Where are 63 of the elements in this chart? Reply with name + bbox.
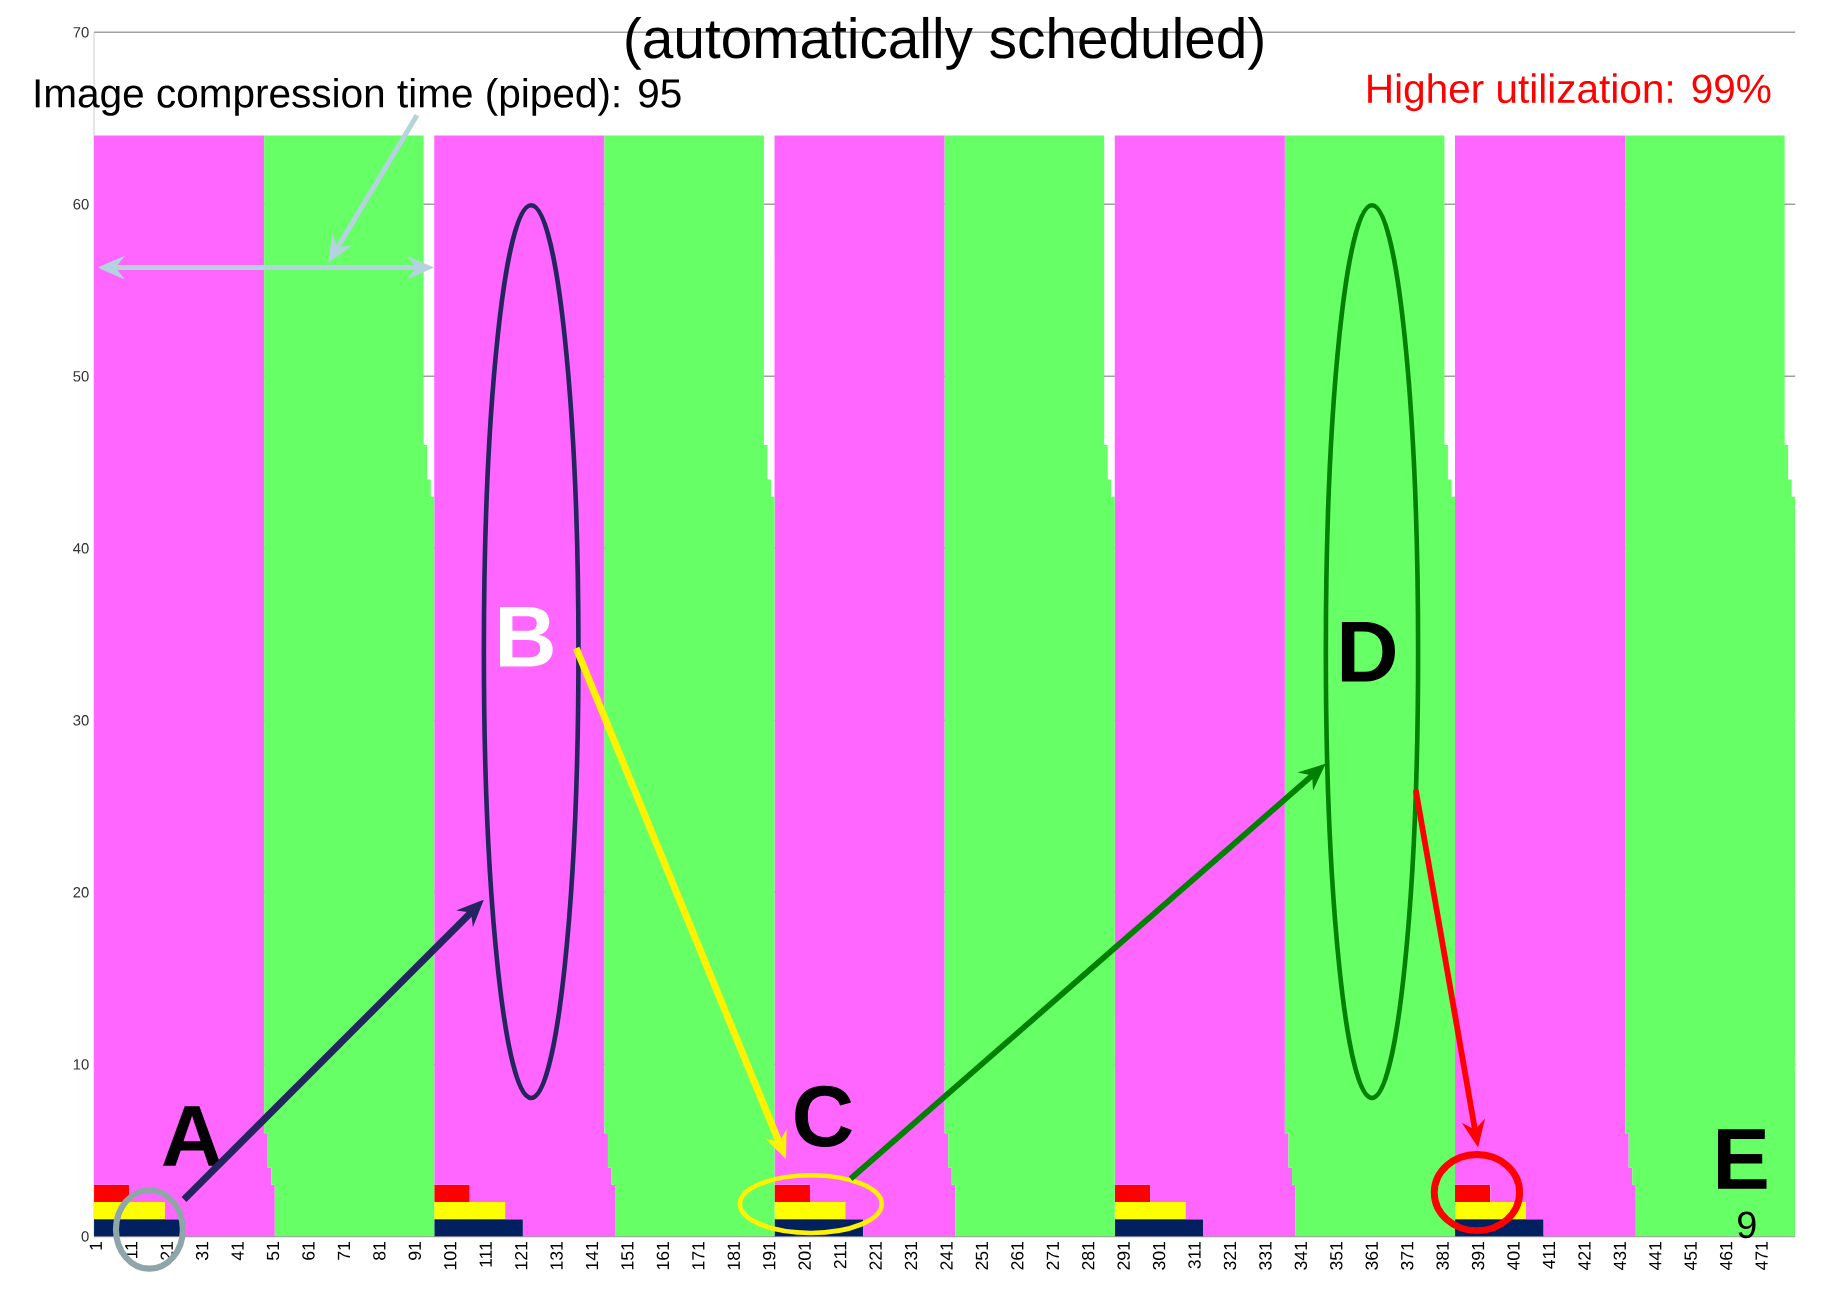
x-tick-label: 81 <box>373 1242 386 1261</box>
x-tick-label: 471 <box>1755 1242 1768 1271</box>
x-tick-label: 341 <box>1294 1242 1308 1270</box>
x-tick-label: 201 <box>798 1242 811 1270</box>
x-tick-label: 421 <box>1578 1242 1591 1271</box>
x-tick-label: 71 <box>337 1242 350 1260</box>
x-tick-label: 161 <box>656 1242 670 1270</box>
x-tick-label: 381 <box>1436 1242 1449 1270</box>
x-tick-label: 181 <box>727 1242 740 1270</box>
annotation: E <box>1717 1129 1767 1189</box>
annotation: C <box>795 1085 852 1148</box>
x-tick-label: 31 <box>195 1242 209 1261</box>
y-tick-label: 60 <box>73 199 89 210</box>
x-tick-label: 241 <box>940 1242 953 1270</box>
y-tick-label: 70 <box>73 27 89 38</box>
y-tick-label: 10 <box>73 1059 89 1070</box>
annotation: Image compression time (piped): 95 <box>35 78 681 116</box>
x-tick-label: 251 <box>975 1242 989 1270</box>
x-tick-label: 411 <box>1542 1242 1555 1269</box>
annotation: D <box>1341 622 1395 682</box>
x-tick-label: 121 <box>514 1242 528 1270</box>
x-tick-label: 351 <box>1330 1242 1343 1270</box>
annotation: A <box>163 1106 222 1166</box>
y-tick-label: 0 <box>81 1231 89 1242</box>
y-tick-label: 50 <box>73 371 89 382</box>
x-tick-label: 51 <box>266 1242 280 1261</box>
x-tick-label: 321 <box>1223 1242 1237 1270</box>
x-tick-label: 151 <box>621 1242 634 1270</box>
x-tick-label: 1 <box>89 1242 102 1250</box>
x-tick-label: 221 <box>869 1242 882 1270</box>
chart-title: (automatically scheduled) <box>626 17 1263 70</box>
x-tick-label: 141 <box>585 1242 599 1270</box>
x-tick-label: 41 <box>231 1242 244 1261</box>
x-tick-label: 271 <box>1046 1242 1059 1270</box>
x-tick-label: 311 <box>1188 1242 1201 1269</box>
x-tick-label: 231 <box>904 1242 918 1270</box>
x-tick-label: 91 <box>408 1242 422 1261</box>
x-tick-label: 171 <box>692 1242 705 1270</box>
x-tick-label: 291 <box>1117 1242 1130 1270</box>
annotation: B <box>499 607 553 667</box>
x-tick-label: 261 <box>1011 1242 1024 1270</box>
x-tick-label: 391 <box>1471 1242 1485 1270</box>
x-tick-label: 211 <box>833 1242 847 1269</box>
x-tick-label: 371 <box>1400 1242 1414 1270</box>
x-tick-label: 451 <box>1684 1242 1697 1271</box>
y-tick-label: 30 <box>73 715 89 726</box>
x-tick-label: 111 <box>479 1242 492 1267</box>
annotation: 9 <box>1738 1211 1756 1239</box>
y-tick-label: 20 <box>73 887 89 898</box>
x-tick-label: 101 <box>444 1242 457 1270</box>
annotation: Higher utilization: 99% <box>1368 73 1771 112</box>
x-tick-label: 331 <box>1259 1242 1272 1270</box>
y-tick-label: 40 <box>73 543 89 554</box>
x-tick-label: 441 <box>1649 1242 1662 1271</box>
x-tick-label: 361 <box>1365 1242 1378 1270</box>
x-tick-label: 131 <box>550 1242 563 1270</box>
x-tick-label: 191 <box>762 1242 776 1270</box>
x-tick-label: 301 <box>1152 1242 1166 1270</box>
x-tick-label: 431 <box>1613 1242 1627 1271</box>
x-tick-label: 61 <box>302 1242 315 1260</box>
x-tick-label: 401 <box>1507 1242 1520 1271</box>
x-tick-label: 281 <box>1081 1242 1095 1270</box>
x-tick-label: 461 <box>1719 1242 1733 1271</box>
